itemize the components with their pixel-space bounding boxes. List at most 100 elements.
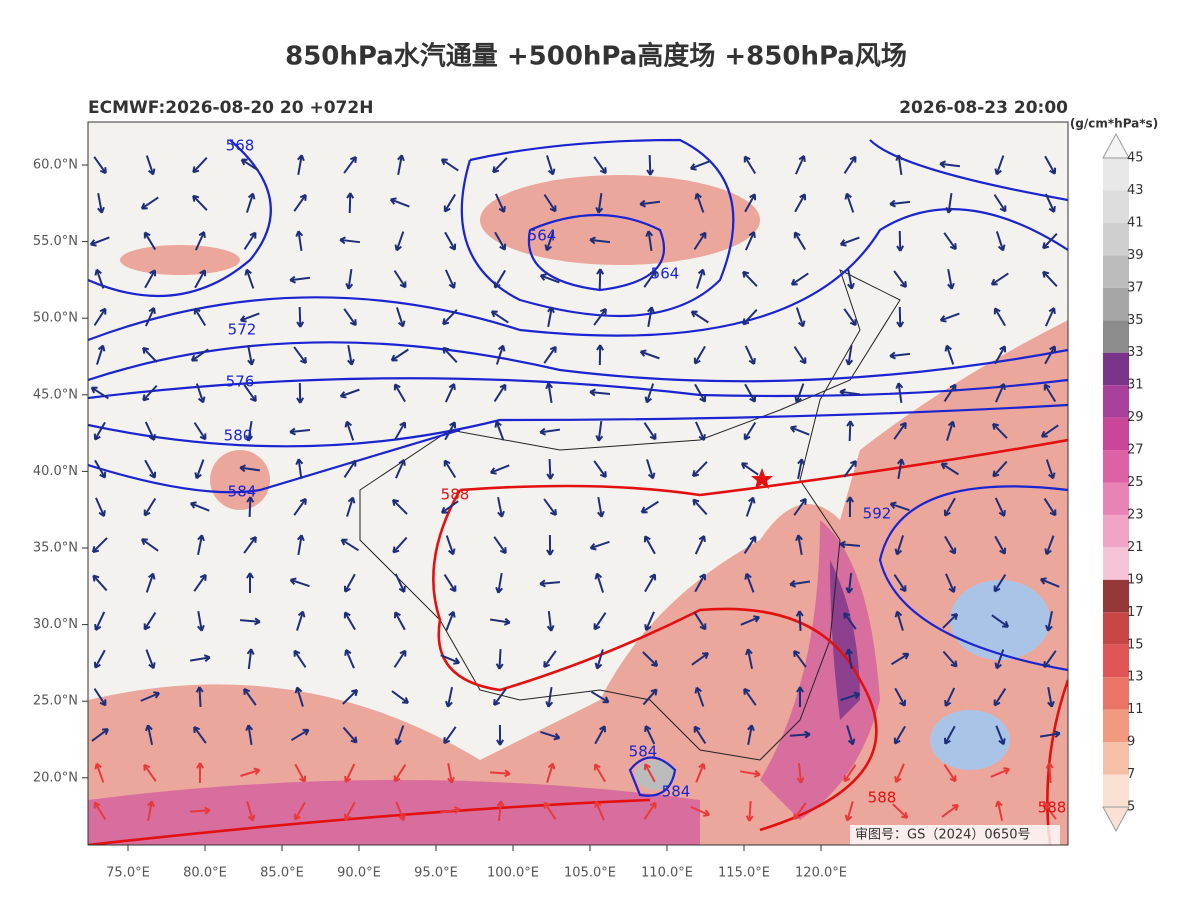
wind-arrow [646,154,655,176]
wind-arrow [789,730,811,739]
wind-arrow [193,307,207,327]
wind-arrow [995,725,1006,746]
wind-arrow [695,421,706,441]
wind-arrow [740,615,761,626]
wind-arrow [846,496,854,518]
wind-arrow [144,307,156,327]
wind-arrow [247,344,255,366]
wind-arrow [642,651,659,667]
wind-arrow [895,154,904,176]
wind-arrow [993,194,1007,213]
wind-arrow [89,236,110,247]
colorbar-label: 23 [1127,507,1144,522]
wind-arrow [197,534,205,556]
colorbar-band [1103,417,1129,451]
wind-arrow [440,158,459,172]
wind-arrow [789,425,810,436]
wind-arrow [93,156,107,175]
wind-arrow [692,461,708,478]
wind-arrow [843,308,857,327]
wind-arrow [991,614,1010,628]
wind-arrow [790,272,809,286]
lat-label: 40.0°N [33,464,78,479]
colorbar-band [1103,190,1129,223]
contour-label: 564 [528,227,557,245]
wind-arrow [793,346,807,365]
wind-arrow [293,346,307,364]
colorbar-label: 21 [1127,540,1144,555]
wind-arrow [892,803,909,819]
wind-arrow [445,535,456,556]
wind-arrow [493,688,507,707]
wind-arrow [442,346,458,364]
wind-arrow [91,537,108,554]
wind-arrow [739,770,761,778]
wind-arrow [244,268,255,289]
wind-arrow [845,572,854,594]
contour-label: 576 [226,373,255,391]
wind-arrow [844,192,855,213]
wind-arrow [90,386,109,400]
wind-arrow [1044,345,1057,365]
wind-arrow [193,422,207,441]
wind-arrow [293,801,306,821]
contour-label: 588 [868,789,897,807]
wind-arrow [444,421,457,441]
wind-arrow [343,573,356,593]
colorbar-label: 31 [1127,378,1144,393]
wind-arrow [440,500,459,514]
wind-arrow [245,724,254,746]
lon-label: 95.0°E [414,866,458,881]
wind-arrow [295,458,304,480]
wind-arrow [693,345,706,365]
wind-arrow [443,726,457,745]
wind-arrow [539,273,560,284]
wind-arrow [643,763,656,783]
wind-arrow [992,460,1008,478]
wind-arrow [347,344,355,366]
colorbar-label: 15 [1127,637,1144,652]
wind-arrow [644,611,655,631]
wind-arrow [447,762,455,784]
wind-arrow [794,193,807,213]
wind-arrow [293,193,307,212]
wind-arrow [639,349,660,360]
colorbar-label: 11 [1127,702,1144,717]
colorbar-band [1103,579,1129,613]
wind-arrow [547,306,555,328]
wind-arrow [894,535,905,556]
wind-arrow [295,230,304,252]
lat-label: 30.0°N [33,617,78,632]
wind-arrow [843,155,857,174]
wind-arrow [543,194,557,213]
wind-arrow [943,383,957,402]
contour-label: 592 [863,505,892,523]
wind-arrow [342,689,359,705]
wind-arrow [893,270,907,288]
wind-arrow [689,160,710,171]
approval-number: 审图号：GS（2024）0650号 [855,828,1031,843]
wind-arrow [644,725,656,745]
wind-arrow [893,725,906,745]
colorbar-band [1103,450,1129,483]
wind-arrow [839,540,861,549]
wind-arrow [644,573,657,593]
wind-arrow [843,764,857,783]
wind-arrow [745,648,754,669]
wind-arrow [744,383,757,403]
wind-arrow [644,383,655,404]
wind-arrow [543,345,557,364]
wind-arrow [593,763,606,783]
wind-arrow [344,420,355,441]
wind-arrow [546,458,555,480]
wind-arrow [194,231,206,251]
wind-arrow [690,310,709,324]
wind-arrow [695,268,706,289]
wind-arrow [142,384,158,402]
wind-arrow [147,800,155,822]
wind-arrow [289,427,311,436]
wind-arrow [646,459,656,480]
lon-label: 100.0°E [487,866,539,881]
contour-label: 584 [629,743,658,761]
